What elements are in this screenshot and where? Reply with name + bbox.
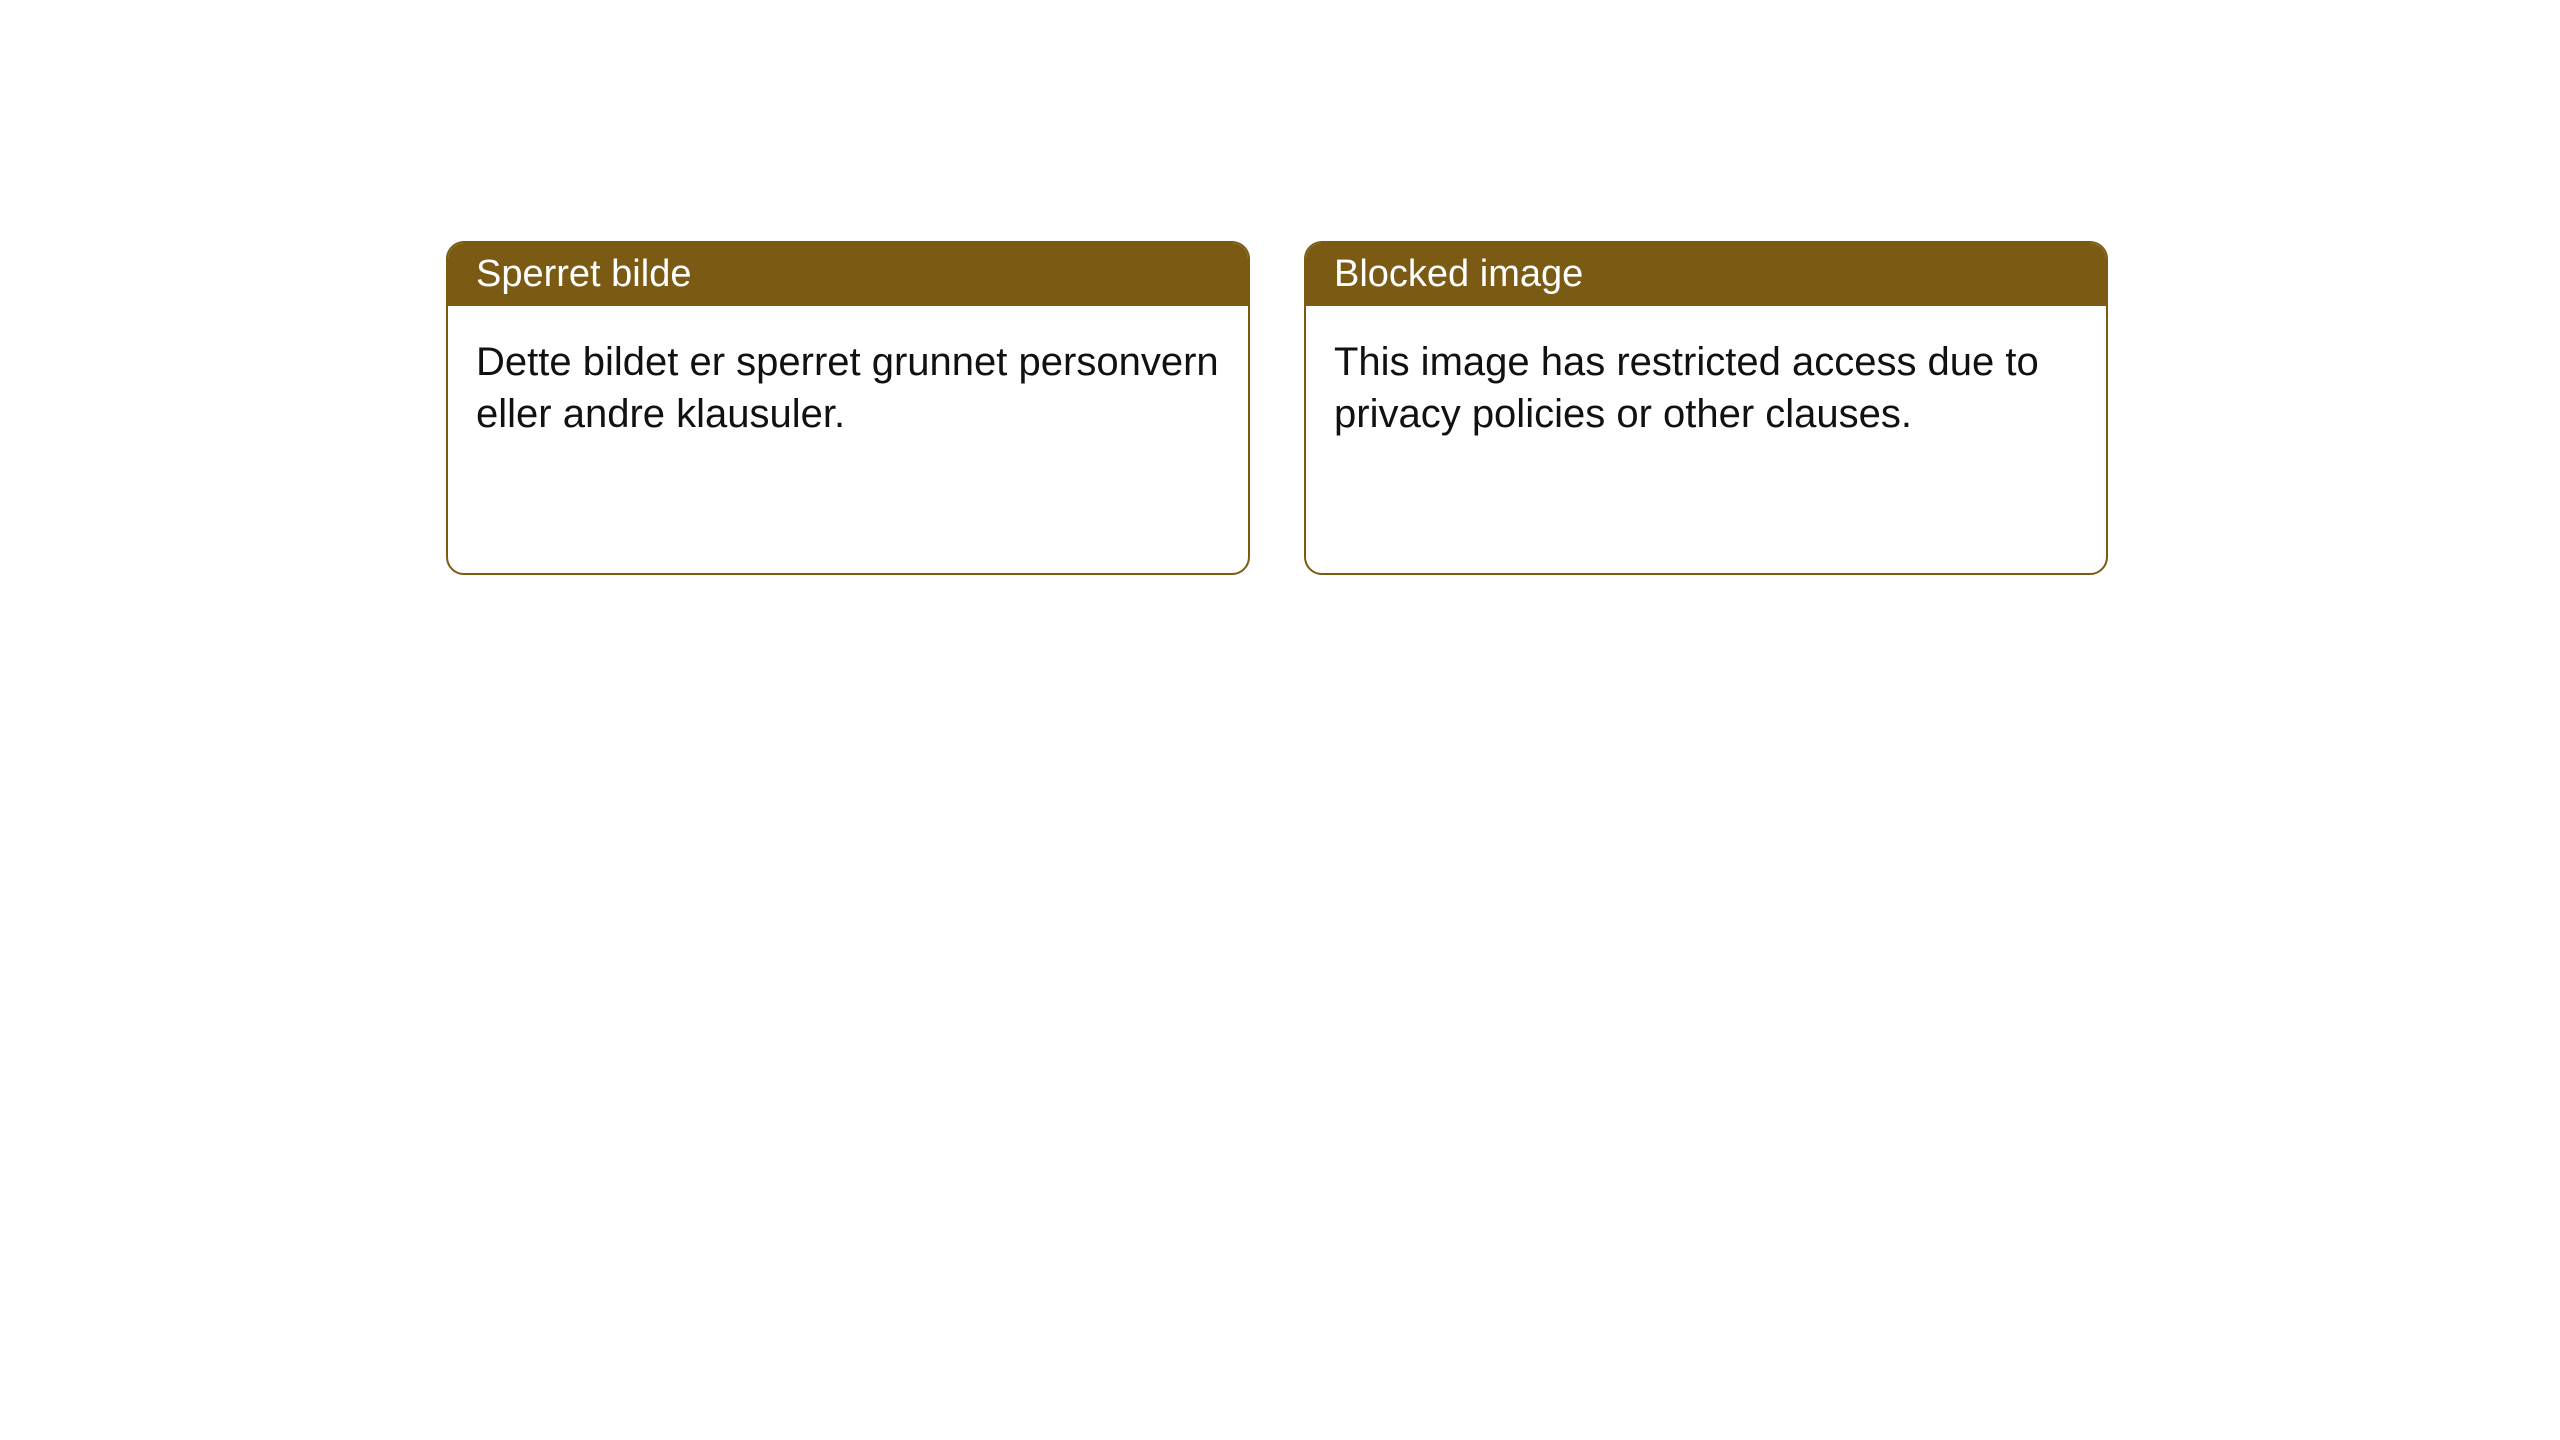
notice-card-title: Blocked image xyxy=(1334,253,1583,295)
notice-card-text: This image has restricted access due to … xyxy=(1334,340,2039,436)
notice-card-header: Sperret bilde xyxy=(448,243,1248,306)
notice-card-norwegian: Sperret bilde Dette bildet er sperret gr… xyxy=(446,241,1250,575)
notice-card-body: Dette bildet er sperret grunnet personve… xyxy=(448,306,1248,470)
notice-card-body: This image has restricted access due to … xyxy=(1306,306,2106,470)
notice-cards-container: Sperret bilde Dette bildet er sperret gr… xyxy=(0,0,2560,575)
notice-card-english: Blocked image This image has restricted … xyxy=(1304,241,2108,575)
notice-card-header: Blocked image xyxy=(1306,243,2106,306)
notice-card-title: Sperret bilde xyxy=(476,253,691,295)
notice-card-text: Dette bildet er sperret grunnet personve… xyxy=(476,340,1219,436)
